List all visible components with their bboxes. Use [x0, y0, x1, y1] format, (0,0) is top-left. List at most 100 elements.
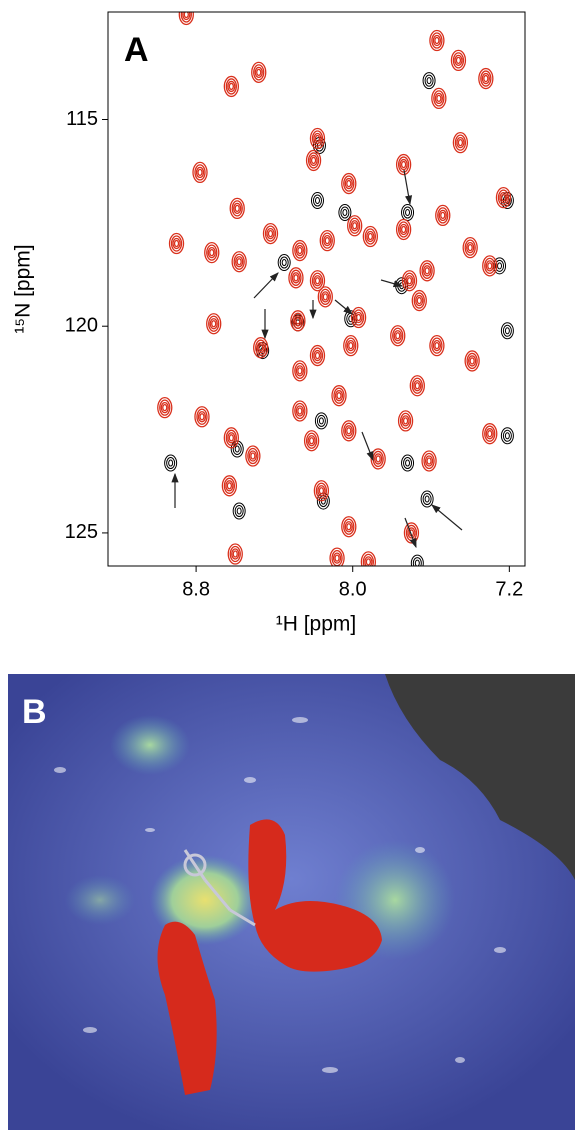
- contour: [500, 427, 514, 445]
- contour: [221, 475, 238, 497]
- peak: [495, 186, 512, 209]
- peak: [331, 385, 347, 407]
- contour: [497, 262, 503, 270]
- surface-panel: B: [8, 674, 575, 1130]
- contour: [291, 272, 301, 284]
- contour: [277, 254, 291, 272]
- contour: [226, 482, 233, 490]
- peak: [309, 344, 326, 367]
- peak: [422, 72, 436, 90]
- contour: [322, 293, 328, 301]
- contour: [424, 267, 430, 275]
- contour: [207, 246, 216, 259]
- peak: [341, 516, 357, 538]
- contour: [484, 425, 496, 442]
- contour: [495, 186, 512, 209]
- contour: [467, 244, 473, 252]
- contour: [338, 204, 352, 222]
- contour: [436, 94, 442, 103]
- contour: [166, 457, 176, 470]
- contour: [462, 237, 478, 259]
- contour: [414, 559, 420, 566]
- contour: [250, 452, 256, 460]
- contour: [235, 256, 244, 268]
- contour: [196, 408, 208, 425]
- peak: [338, 204, 352, 222]
- contour: [228, 82, 234, 91]
- contour: [253, 64, 265, 81]
- peak: [397, 410, 414, 432]
- contour: [324, 236, 330, 245]
- contour: [308, 437, 315, 445]
- contour: [399, 412, 412, 430]
- peak: [421, 450, 437, 472]
- peak: [401, 454, 415, 472]
- peak: [232, 502, 246, 520]
- contour: [375, 455, 381, 463]
- contour: [426, 457, 432, 465]
- contour: [233, 253, 245, 270]
- spectrum-panel: A ¹H [ppm] ¹⁵N [ppm] 8.8 8.0 7.2 115 120 125: [12, 11, 526, 636]
- peak: [317, 286, 333, 308]
- contour: [204, 241, 220, 264]
- contour: [332, 552, 342, 564]
- contour: [314, 351, 321, 360]
- contour: [314, 412, 328, 430]
- contour: [343, 422, 355, 439]
- contour: [297, 246, 303, 255]
- contour: [415, 294, 424, 307]
- contour: [305, 432, 318, 449]
- contour: [297, 407, 303, 415]
- contour: [406, 277, 413, 285]
- contour: [227, 543, 243, 565]
- peak: [292, 360, 308, 382]
- contour: [346, 339, 355, 352]
- contour: [466, 242, 475, 254]
- peak: [253, 337, 269, 359]
- contour: [346, 523, 352, 531]
- red-region: [248, 819, 382, 972]
- peak: [277, 254, 291, 272]
- contour: [315, 482, 328, 499]
- peak: [329, 547, 345, 566]
- peak: [362, 225, 378, 248]
- contour: [231, 548, 240, 560]
- peak: [482, 423, 498, 445]
- arrow: [403, 169, 413, 206]
- contour: [416, 296, 422, 305]
- contour: [401, 415, 410, 427]
- contour: [183, 12, 189, 19]
- contour: [292, 239, 308, 262]
- peak: [192, 161, 208, 184]
- contour: [236, 507, 242, 515]
- contour: [355, 313, 362, 322]
- contour: [168, 459, 174, 467]
- contour: [321, 291, 330, 303]
- contour: [334, 554, 340, 562]
- contour: [341, 172, 357, 195]
- contour: [313, 132, 322, 145]
- peak: [478, 67, 494, 90]
- contour: [400, 160, 407, 169]
- arrow: [404, 517, 417, 549]
- contour: [256, 342, 265, 354]
- contour: [321, 232, 333, 249]
- contour: [457, 138, 464, 147]
- contour: [423, 452, 435, 470]
- contour: [180, 12, 192, 23]
- contour: [343, 175, 355, 192]
- x-tick-label: 8.8: [182, 578, 210, 600]
- contour: [433, 90, 445, 107]
- contour: [307, 152, 320, 169]
- contour: [258, 344, 264, 352]
- peak: [309, 127, 326, 150]
- contour: [247, 447, 259, 465]
- contour: [364, 228, 376, 245]
- peak: [292, 400, 308, 422]
- contour: [232, 502, 246, 520]
- contour: [288, 267, 304, 289]
- contour: [399, 223, 408, 236]
- contour: [225, 480, 234, 492]
- contour: [392, 327, 404, 344]
